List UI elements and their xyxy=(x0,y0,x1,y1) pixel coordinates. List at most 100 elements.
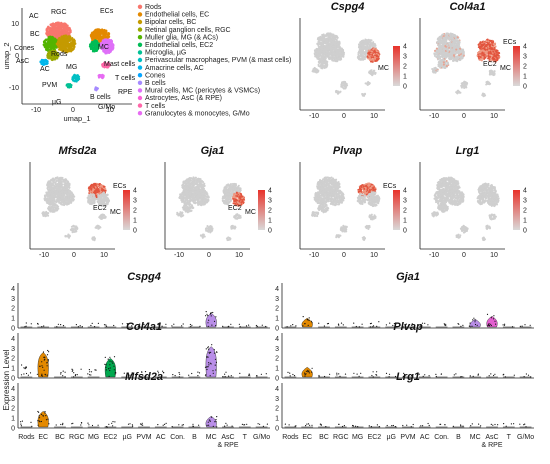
umap-point xyxy=(336,49,339,52)
umap-point xyxy=(438,41,441,44)
cluster-label: BC xyxy=(30,31,40,38)
umap-point xyxy=(68,28,71,31)
umap-point xyxy=(489,52,492,55)
umap-point xyxy=(361,47,364,50)
umap-point xyxy=(370,69,373,72)
umap-point xyxy=(317,37,320,40)
umap-point xyxy=(440,47,443,50)
umap-point xyxy=(493,72,496,75)
colorbar-tick-label: 1 xyxy=(403,74,407,81)
umap-point xyxy=(62,178,65,181)
umap-point xyxy=(367,52,370,55)
legend-swatch xyxy=(137,65,143,70)
cluster-label: MC xyxy=(98,44,109,51)
cluster-label: AC xyxy=(29,13,39,20)
x-tick-label: 0 xyxy=(342,113,346,120)
umap-point xyxy=(457,50,460,53)
umap-point xyxy=(446,43,449,46)
umap-point xyxy=(321,67,324,70)
umap-point xyxy=(321,63,324,66)
umap-point xyxy=(63,27,66,31)
x-tick-label: 0 xyxy=(71,107,75,114)
umap-point xyxy=(321,48,324,51)
umap-point xyxy=(320,57,323,60)
y-axis-label: umap_2 xyxy=(2,42,11,69)
umap-point xyxy=(104,38,107,41)
umap-point xyxy=(314,50,317,53)
legend-swatch xyxy=(137,50,143,55)
umap-point xyxy=(55,180,58,183)
umap-point xyxy=(367,49,371,52)
umap-point xyxy=(322,51,325,54)
umap-point xyxy=(331,45,334,48)
cluster-label: RGC xyxy=(51,9,67,16)
feature-title: Mfsd2a xyxy=(59,145,97,157)
legend-swatch xyxy=(137,57,143,63)
umap-point xyxy=(436,54,439,57)
umap-point xyxy=(65,84,68,87)
umap-point xyxy=(318,65,322,68)
umap-point xyxy=(44,46,47,49)
umap-point xyxy=(41,58,45,62)
umap-point xyxy=(47,182,50,185)
umap-point xyxy=(340,47,343,50)
umap-point xyxy=(373,72,377,75)
cluster-label: MC xyxy=(378,65,389,72)
cluster-label: Rods xyxy=(51,51,68,58)
umap-point xyxy=(362,46,365,49)
x-tick-label: 10 xyxy=(370,113,378,120)
x-axis-label: umap_1 xyxy=(63,114,90,123)
umap-point xyxy=(53,46,57,49)
umap-point xyxy=(478,45,481,48)
y-tick-label: -10 xyxy=(9,85,19,92)
umap-point xyxy=(58,23,61,27)
umap-point xyxy=(463,84,466,87)
umap-point xyxy=(49,179,52,183)
umap-point xyxy=(46,201,50,205)
umap-point xyxy=(495,49,498,52)
umap-point xyxy=(435,67,438,70)
umap-point xyxy=(53,34,56,37)
umap-point xyxy=(324,49,327,53)
umap-point xyxy=(319,52,322,56)
umap-point xyxy=(46,38,50,41)
umap-point xyxy=(321,36,324,39)
umap-point xyxy=(438,56,442,60)
umap-point xyxy=(59,41,62,45)
umap-point xyxy=(65,38,68,41)
legend-entry: Muller glia, MG (& ACs) xyxy=(145,34,218,41)
umap-point xyxy=(497,54,500,57)
umap-point xyxy=(49,185,52,188)
umap-point xyxy=(461,85,465,88)
umap-point xyxy=(316,52,319,55)
umap-point xyxy=(477,55,480,58)
umap-point xyxy=(369,58,372,62)
cluster-label: RPE xyxy=(118,89,133,96)
umap-point xyxy=(368,55,371,58)
umap-point xyxy=(492,56,495,59)
umap-point xyxy=(46,26,49,29)
umap-point xyxy=(446,61,449,64)
umap-point xyxy=(368,71,371,74)
umap-point xyxy=(97,30,101,33)
umap-point xyxy=(90,45,93,48)
umap-point xyxy=(54,23,58,26)
feature-colorbar xyxy=(393,46,400,86)
umap-point xyxy=(45,29,48,33)
umap-point xyxy=(344,82,347,85)
umap-point xyxy=(334,47,337,50)
umap-point xyxy=(337,57,340,61)
umap-point xyxy=(370,42,373,45)
cluster-label: MG xyxy=(66,64,77,71)
umap-point xyxy=(337,42,340,45)
umap-point xyxy=(365,43,369,46)
cluster-label: µG xyxy=(52,99,61,106)
umap-point xyxy=(312,68,315,71)
umap-point xyxy=(315,47,318,50)
umap-point xyxy=(47,194,50,197)
umap-point xyxy=(492,50,495,53)
cluster-label: G/Mo xyxy=(98,104,115,111)
umap-point xyxy=(52,40,56,43)
cluster-label: MC xyxy=(500,65,511,72)
umap-point xyxy=(46,47,50,50)
